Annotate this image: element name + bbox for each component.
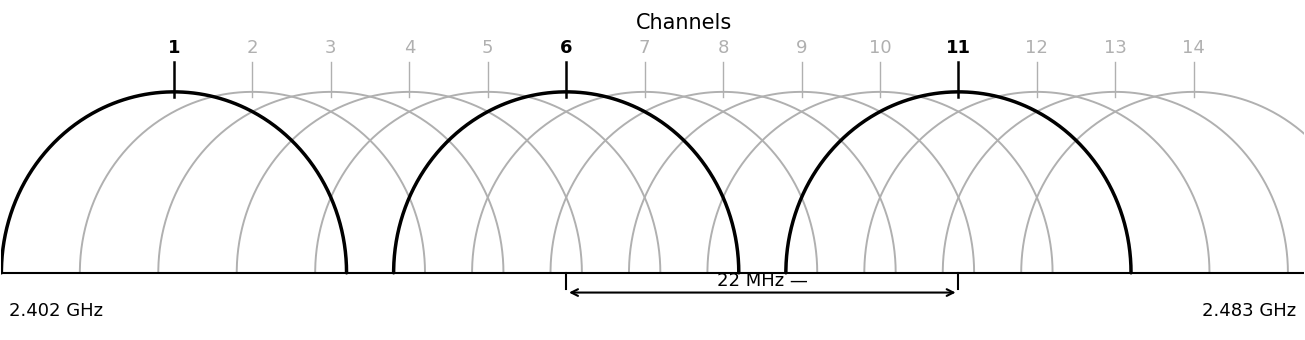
Text: 6: 6 bbox=[560, 39, 573, 57]
Text: 13: 13 bbox=[1104, 39, 1126, 57]
Text: 11: 11 bbox=[946, 39, 971, 57]
Text: Channels: Channels bbox=[636, 13, 732, 33]
Text: 1: 1 bbox=[168, 39, 180, 57]
Text: 2: 2 bbox=[247, 39, 258, 57]
Text: 4: 4 bbox=[403, 39, 415, 57]
Text: 9: 9 bbox=[796, 39, 808, 57]
Text: 8: 8 bbox=[718, 39, 728, 57]
Text: 3: 3 bbox=[325, 39, 337, 57]
Text: 10: 10 bbox=[869, 39, 891, 57]
Text: 14: 14 bbox=[1182, 39, 1206, 57]
Text: 22 MHz —: 22 MHz — bbox=[716, 272, 808, 290]
Text: 5: 5 bbox=[482, 39, 493, 57]
Text: 12: 12 bbox=[1026, 39, 1048, 57]
Text: 2.402 GHz: 2.402 GHz bbox=[9, 302, 103, 320]
Text: 7: 7 bbox=[639, 39, 650, 57]
Text: 2.483 GHz: 2.483 GHz bbox=[1202, 302, 1296, 320]
